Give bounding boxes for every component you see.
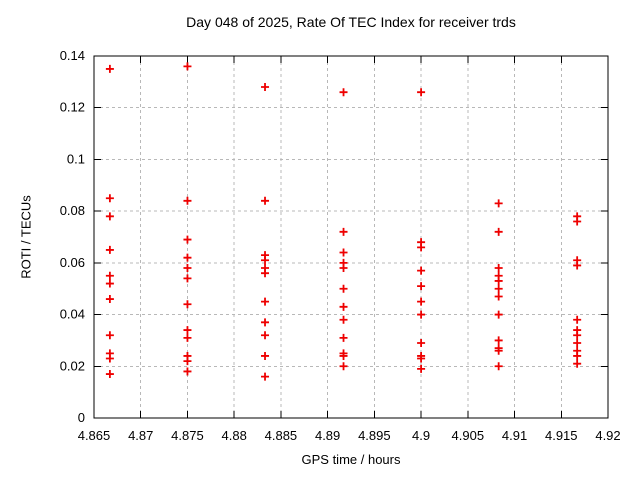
data-point-marker — [261, 372, 270, 381]
data-point-marker — [339, 315, 348, 324]
data-point-marker — [339, 264, 348, 273]
data-point-marker — [417, 282, 426, 291]
data-point-marker — [339, 302, 348, 311]
data-point-marker — [261, 351, 270, 360]
data-point-marker — [573, 315, 582, 324]
data-point-marker — [183, 326, 192, 335]
data-point-marker — [417, 354, 426, 363]
data-point-marker — [573, 261, 582, 270]
data-point-marker — [183, 357, 192, 366]
data-point-marker — [261, 196, 270, 205]
data-point-marker — [339, 227, 348, 236]
data-point-marker — [417, 310, 426, 319]
data-point-marker — [494, 336, 503, 345]
data-point-marker — [494, 310, 503, 319]
data-point-marker — [417, 88, 426, 97]
data-point-marker — [261, 297, 270, 306]
data-point-marker — [183, 196, 192, 205]
data-point-marker — [105, 295, 114, 304]
data-point-marker — [417, 339, 426, 348]
data-point-marker — [573, 331, 582, 340]
data-point-marker — [261, 83, 270, 92]
data-point-marker — [494, 284, 503, 293]
y-tick-label: 0.12 — [60, 100, 85, 115]
data-point-marker — [339, 351, 348, 360]
data-point-marker — [183, 274, 192, 283]
y-tick-label: 0.14 — [60, 48, 85, 63]
data-point-marker — [261, 331, 270, 340]
data-point-marker — [105, 194, 114, 203]
data-point-marker — [417, 243, 426, 252]
data-point-marker — [573, 217, 582, 226]
data-point-marker — [417, 266, 426, 275]
y-tick-label: 0.06 — [60, 255, 85, 270]
data-point-marker — [339, 248, 348, 257]
y-tick-label: 0.1 — [67, 151, 85, 166]
data-point-marker — [105, 212, 114, 221]
x-tick-label: 4.905 — [452, 428, 485, 443]
x-tick-label: 4.91 — [502, 428, 527, 443]
data-point-marker — [105, 370, 114, 379]
data-point-marker — [261, 318, 270, 327]
x-tick-label: 4.875 — [171, 428, 204, 443]
data-point-marker — [105, 245, 114, 254]
x-tick-label: 4.865 — [78, 428, 111, 443]
data-point-marker — [494, 264, 503, 273]
x-tick-label: 4.9 — [412, 428, 430, 443]
data-point-marker — [339, 284, 348, 293]
x-tick-label: 4.915 — [545, 428, 578, 443]
data-point-marker — [494, 227, 503, 236]
data-point-marker — [261, 256, 270, 265]
data-point-marker — [494, 292, 503, 301]
data-point-marker — [105, 354, 114, 363]
x-tick-label: 4.88 — [222, 428, 247, 443]
data-point-marker — [183, 300, 192, 309]
y-tick-label: 0.04 — [60, 307, 85, 322]
x-tick-label: 4.885 — [265, 428, 298, 443]
x-tick-label: 4.87 — [128, 428, 153, 443]
data-point-marker — [339, 362, 348, 371]
chart-title: Day 048 of 2025, Rate Of TEC Index for r… — [186, 14, 516, 30]
data-point-marker — [417, 364, 426, 373]
data-point-marker — [573, 351, 582, 360]
data-point-marker — [494, 362, 503, 371]
data-point-marker — [339, 333, 348, 342]
y-tick-label: 0 — [78, 410, 85, 425]
plot-border — [93, 55, 609, 419]
data-point-marker — [573, 339, 582, 348]
data-point-marker — [105, 331, 114, 340]
data-point-marker — [494, 199, 503, 208]
x-tick-label: 4.89 — [315, 428, 340, 443]
x-tick-label: 4.895 — [358, 428, 391, 443]
data-point-marker — [105, 271, 114, 280]
data-point-marker — [105, 279, 114, 288]
data-point-marker — [183, 264, 192, 273]
data-point-marker — [494, 276, 503, 285]
data-point-marker — [183, 333, 192, 342]
x-tick-label: 4.92 — [595, 428, 620, 443]
data-point-marker — [573, 359, 582, 368]
data-point-marker — [261, 269, 270, 278]
y-tick-label: 0.02 — [60, 358, 85, 373]
data-point-marker — [183, 253, 192, 262]
data-point-marker — [494, 346, 503, 355]
data-point-marker — [183, 62, 192, 71]
data-point-marker — [105, 64, 114, 73]
data-point-marker — [183, 235, 192, 244]
y-tick-label: 0.08 — [60, 203, 85, 218]
data-point-marker — [183, 367, 192, 376]
data-point-marker — [417, 297, 426, 306]
data-point-marker — [339, 88, 348, 97]
x-axis-label: GPS time / hours — [301, 452, 401, 467]
